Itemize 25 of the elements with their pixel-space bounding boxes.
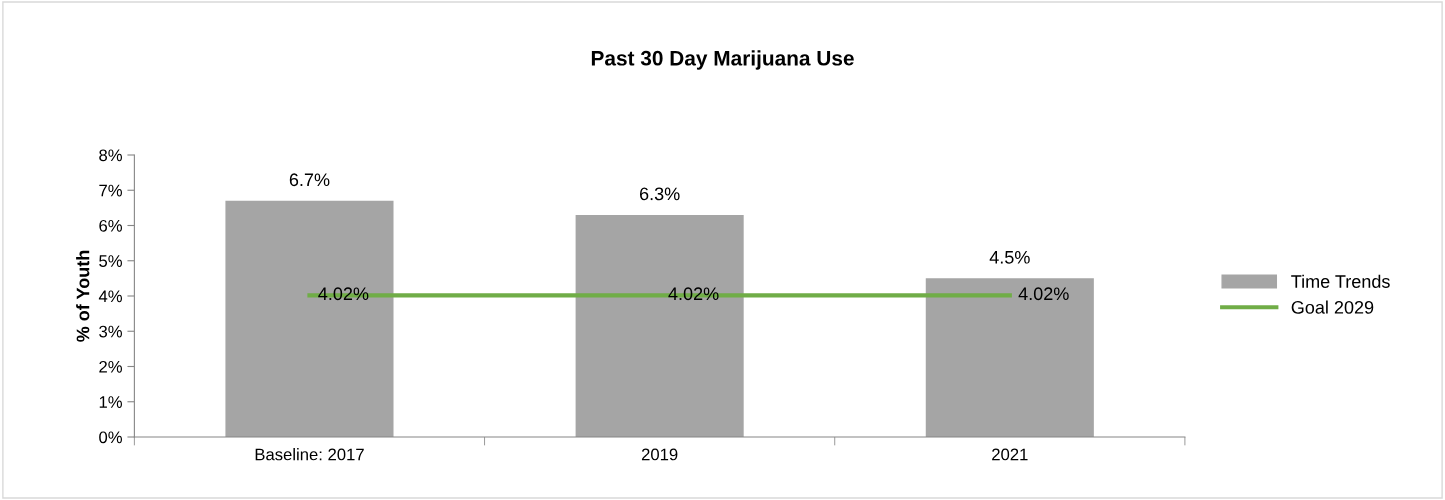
- bar: [575, 214, 744, 437]
- bar: [225, 200, 394, 437]
- data-label: 6.7%: [289, 173, 330, 187]
- bar: [925, 278, 1094, 437]
- y-tick-label: 1%: [99, 396, 122, 408]
- y-axis-title: % of Youth: [76, 250, 90, 342]
- y-tick-label: 6%: [99, 219, 122, 232]
- data-label: 4.02%: [1018, 287, 1069, 301]
- y-tick-label: 5%: [99, 255, 122, 267]
- y-tick-label: 8%: [99, 149, 122, 162]
- data-label: 4.5%: [989, 250, 1030, 264]
- x-tick-label: Baseline: 2017: [255, 448, 364, 461]
- data-label: 4.02%: [318, 287, 369, 301]
- chart-title: Past 30 Day Marijuana Use: [591, 50, 854, 70]
- y-tick-label: 3%: [99, 325, 122, 338]
- y-tick-label: 2%: [99, 360, 122, 373]
- legend-label: Time Trends: [1291, 274, 1390, 288]
- data-label: 4.02%: [668, 287, 719, 301]
- data-label: 6.3%: [639, 187, 680, 201]
- y-tick-label: 0%: [99, 431, 122, 444]
- y-tick-label: 7%: [99, 184, 122, 197]
- y-tick-label: 4%: [98, 290, 122, 303]
- x-tick-label: 2019: [641, 448, 678, 461]
- x-tick-label: 2021: [992, 448, 1028, 461]
- legend-label: Goal 2029: [1291, 300, 1374, 314]
